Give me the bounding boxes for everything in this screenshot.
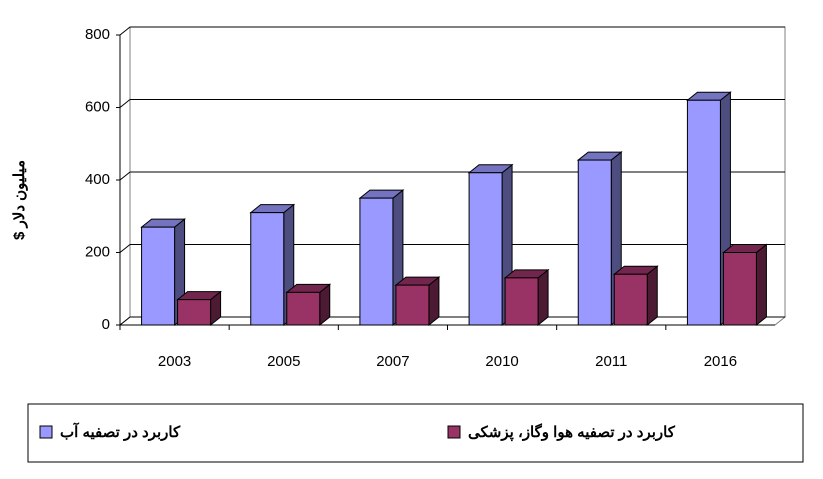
x-tick-label: 2005	[267, 353, 300, 370]
bar	[141, 226, 176, 326]
bar	[468, 172, 503, 326]
y-tick-label: 800	[85, 26, 110, 43]
legend-swatch	[39, 425, 53, 439]
legend-label: کاربرد در تصفیه هوا وگاز، پزشکی	[468, 423, 676, 442]
y-tick-label: 0	[102, 316, 110, 333]
x-tick-label: 2011	[595, 353, 627, 370]
legend	[27, 403, 804, 463]
y-tick-label: 200	[85, 243, 110, 260]
y-tick-label: 400	[85, 171, 110, 188]
bar	[286, 291, 321, 326]
bar	[686, 99, 721, 326]
bar-side	[537, 268, 549, 327]
grid-line-side	[119, 244, 131, 253]
bar-side	[646, 265, 658, 327]
grid-line-side	[119, 316, 131, 326]
grid-line-side	[119, 99, 131, 108]
y-axis-label: میلیون دلار $	[11, 160, 28, 240]
bar	[359, 197, 394, 326]
bar	[177, 299, 212, 326]
bar	[577, 159, 612, 326]
bar	[613, 273, 648, 326]
grid-line-side	[119, 171, 131, 181]
x-tick-label: 2007	[376, 353, 409, 370]
bar	[395, 284, 430, 326]
grid-line-side	[119, 26, 131, 36]
bar	[722, 252, 757, 326]
y-tick-label: 600	[85, 98, 110, 115]
x-tick-label: 2016	[704, 353, 737, 370]
legend-label: کاربرد در تصفیه آب	[60, 422, 181, 441]
bar	[504, 277, 539, 326]
x-tick-label: 2010	[485, 353, 518, 370]
legend-swatch	[447, 425, 461, 439]
bar	[250, 212, 285, 326]
bar-side	[755, 243, 767, 327]
x-tick-label: 2003	[158, 353, 191, 370]
